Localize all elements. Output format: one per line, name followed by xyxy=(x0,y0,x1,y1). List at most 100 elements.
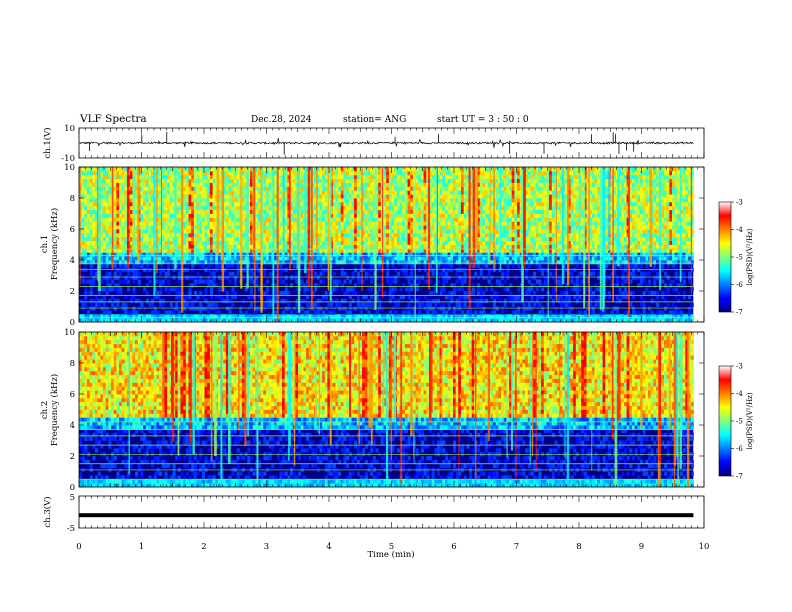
spectrogram-cell xyxy=(456,217,459,221)
spectrogram-cell xyxy=(197,171,200,175)
spectrogram-cell xyxy=(140,245,143,249)
spectrogram-cell xyxy=(346,179,349,183)
spectrogram-cell xyxy=(448,194,451,198)
spectrogram-cell xyxy=(229,198,232,202)
spectrogram-cell xyxy=(392,314,395,318)
spectrogram-cell xyxy=(255,186,258,190)
spectrogram-cell xyxy=(215,303,218,307)
spectrogram-cell xyxy=(274,287,277,291)
spectrogram-cell xyxy=(338,307,341,311)
spectrogram-cell xyxy=(432,221,435,225)
spectrogram-cell xyxy=(338,314,341,318)
spectrogram-cell xyxy=(108,225,111,229)
spectrogram-cell xyxy=(322,175,325,179)
spectrogram-cell xyxy=(450,283,453,287)
spectrogram-cell xyxy=(418,217,421,221)
spectrogram-cell xyxy=(207,307,210,311)
spectrogram-cell xyxy=(448,233,451,237)
spectrogram-cell xyxy=(90,221,93,225)
spectrogram-cell xyxy=(432,206,435,210)
spectrogram-cell xyxy=(229,314,232,318)
spectrogram-cell xyxy=(213,279,216,283)
spectrogram-cell xyxy=(170,237,173,241)
spectrogram-cell xyxy=(149,276,152,280)
spectrogram-cell xyxy=(394,179,397,183)
spectrogram-cell xyxy=(106,186,109,190)
spectrogram-cell xyxy=(346,183,349,187)
spectrogram-cell xyxy=(410,299,413,303)
spectrogram-cell xyxy=(229,190,232,194)
spectrogram-cell xyxy=(127,310,130,314)
spectrogram-cell xyxy=(424,307,427,311)
spectrogram-cell xyxy=(87,229,90,233)
spectrogram-cell xyxy=(362,303,365,307)
spectrogram-cell xyxy=(189,229,192,233)
spectrogram-cell xyxy=(199,276,202,280)
spectrogram-cell xyxy=(162,307,165,311)
spectrogram-cell xyxy=(384,252,387,256)
spectrogram-cell xyxy=(400,210,403,214)
spectrogram-cell xyxy=(138,279,141,283)
spectrogram-cell xyxy=(108,260,111,264)
spectrogram-cell xyxy=(205,167,208,171)
spectrogram-cell xyxy=(293,217,296,221)
spectrogram-cell xyxy=(440,252,443,256)
spectrogram-cell xyxy=(197,214,200,218)
spectrogram-cell xyxy=(421,303,424,307)
spectrogram-cell xyxy=(405,237,408,241)
spectrogram-cell xyxy=(448,202,451,206)
spectrogram-cell xyxy=(461,194,464,198)
spectrogram-cell xyxy=(122,229,125,233)
spectrogram-cell xyxy=(138,299,141,303)
spectrogram-cell xyxy=(162,229,165,233)
spectrogram-cell xyxy=(365,260,368,264)
spectrogram-cell xyxy=(442,214,445,218)
spectrogram-cell xyxy=(162,198,165,202)
spectrogram-cell xyxy=(197,314,200,318)
spectrogram-cell xyxy=(400,314,403,318)
spectrogram-cell xyxy=(106,171,109,175)
spectrogram-cell xyxy=(151,314,154,318)
spectrogram-cell xyxy=(354,214,357,218)
spectrogram-cell xyxy=(405,206,408,210)
spectrogram-cell xyxy=(458,303,461,307)
spectrogram-cell xyxy=(242,314,245,318)
spectrogram-cell xyxy=(335,217,338,221)
spectrogram-cell xyxy=(191,299,194,303)
spectrogram-cell xyxy=(87,314,90,318)
spectrogram-cell xyxy=(207,233,210,237)
spectrogram-cell xyxy=(400,206,403,210)
spectrogram-cell xyxy=(394,279,397,283)
spectrogram-cell xyxy=(229,245,232,249)
spectrogram-cell xyxy=(197,210,200,214)
spectrogram-cell xyxy=(146,268,149,272)
spectrogram-cell xyxy=(421,245,424,249)
spectrogram-cell xyxy=(349,279,352,283)
spectrogram-cell xyxy=(108,283,111,287)
spectrogram-cell xyxy=(349,229,352,233)
spectrogram-cell xyxy=(400,179,403,183)
spectrogram-cell xyxy=(319,183,322,187)
spectrogram-cell xyxy=(122,260,125,264)
spectrogram-cell xyxy=(205,194,208,198)
spectrogram-cell xyxy=(108,233,111,237)
spectrogram-cell xyxy=(440,190,443,194)
spectrogram-cell xyxy=(338,183,341,187)
spectrogram-cell xyxy=(87,186,90,190)
spectrogram-cell xyxy=(448,256,451,260)
spectrogram-cell xyxy=(106,229,109,233)
spectrogram-cell xyxy=(191,225,194,229)
spectrogram-cell xyxy=(357,186,360,190)
spectrogram-cell xyxy=(207,279,210,283)
spectrogram-cell xyxy=(450,252,453,256)
spectrogram-cell xyxy=(349,190,352,194)
spectrogram-cell xyxy=(207,260,210,264)
spectrogram-cell xyxy=(343,233,346,237)
spectrogram-cell xyxy=(392,210,395,214)
spectrogram-cell xyxy=(368,190,371,194)
spectrogram-cell xyxy=(432,210,435,214)
spectrogram-cell xyxy=(87,310,90,314)
spectrogram-cell xyxy=(314,287,317,291)
spectrogram-cell xyxy=(408,291,411,295)
spectrogram-cell xyxy=(114,202,117,206)
